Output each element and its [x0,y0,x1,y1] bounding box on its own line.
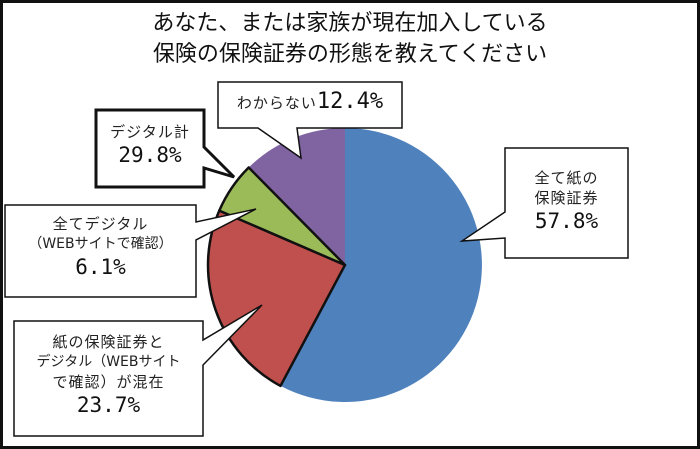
label-digital-line-2: （WEBサイトで確認） [28,236,173,252]
chart-title: あなた、または家族が現在加入している 保険の保険証券の形態を教えてください [0,8,700,70]
label-mixed-line-2: デジタル（WEBサイト [36,354,181,370]
label-paper: 全て紙の 保険証券 57.8% [505,168,628,235]
title-line-1: あなた、または家族が現在加入している [152,11,548,36]
callout-mixed [13,304,263,437]
label-paper-value: 57.8% [534,209,599,233]
label-digital-line-1: 全てデジタル [52,215,149,233]
slice-unknown[interactable] [248,127,345,265]
label-mixed-line-1: 紙の保険証券と [52,333,165,351]
title-line-2: 保険の保険証券の形態を教えてください [152,42,548,67]
label-digital-total-text: デジタル計 [110,123,190,141]
slice-paper[interactable] [280,128,482,402]
label-paper-line-2: 保険証券 [534,189,599,207]
label-unknown-value: 12.4% [316,89,384,114]
label-digital-value: 6.1% [75,255,126,279]
label-unknown-text: わからない [236,94,317,112]
callout-unknown [217,81,403,160]
label-digital-total-value: 29.8% [118,143,182,167]
label-mixed: 紙の保険証券と デジタル（WEBサイト で確認）が混在 23.7% [14,332,203,419]
label-digital-total: デジタル計 29.8% [96,122,204,169]
slice-digital[interactable] [218,166,347,267]
callout-paper [459,147,629,259]
label-unknown: わからない12.4% [218,88,402,115]
label-mixed-value: 23.7% [76,393,141,417]
label-digital: 全てデジタル （WEBサイトで確認） 6.1% [5,214,196,281]
label-mixed-line-3: で確認）が混在 [52,373,165,391]
callout-digital [4,204,257,298]
label-paper-line-1: 全て紙の [534,169,599,187]
callout-digital-total [94,108,236,189]
